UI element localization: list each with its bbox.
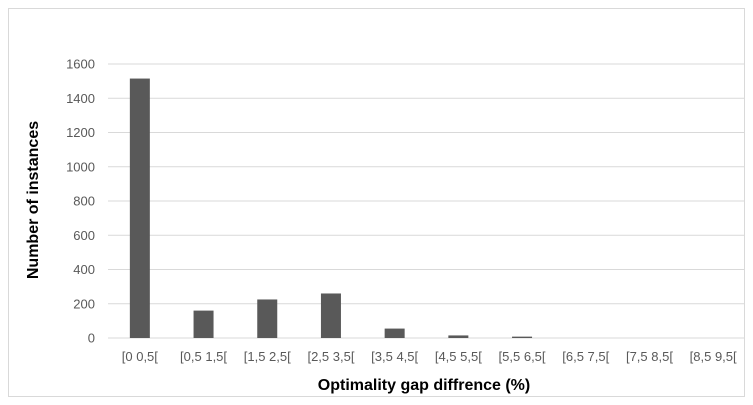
y-axis-ticks: 0 200 400 600 800 1000 1200 1400 1600 <box>66 57 95 346</box>
y-tick-label: 0 <box>88 331 95 346</box>
x-tick-label: [7,5 8,5[ <box>626 349 673 364</box>
bar <box>384 328 405 338</box>
bar <box>320 293 341 338</box>
x-tick-label: [0 0,5[ <box>122 349 159 364</box>
bar <box>448 335 469 338</box>
x-tick-label: [4,5 5,5[ <box>435 349 482 364</box>
y-tick-label: 200 <box>73 296 95 311</box>
x-tick-label: [5,5 6,5[ <box>499 349 546 364</box>
x-tick-label: [2,5 3,5[ <box>307 349 354 364</box>
bar <box>129 78 150 339</box>
x-tick-label: [8,5 9,5[ <box>690 349 737 364</box>
x-tick-label: [1,5 2,5[ <box>244 349 291 364</box>
y-tick-label: 800 <box>73 194 95 209</box>
y-tick-label: 1200 <box>66 125 95 140</box>
x-tick-label: [3,5 4,5[ <box>371 349 418 364</box>
gridlines <box>108 63 745 339</box>
y-axis-title: Number of instances <box>25 121 42 279</box>
bar <box>512 336 533 338</box>
y-tick-label: 400 <box>73 262 95 277</box>
x-axis-ticks: [0 0,5[ [0,5 1,5[ [1,5 2,5[ [2,5 3,5[ [3,5 4… <box>122 349 737 364</box>
x-tick-label: [6,5 7,5[ <box>562 349 609 364</box>
y-tick-label: 600 <box>73 228 95 243</box>
bar <box>257 299 278 338</box>
y-tick-label: 1600 <box>66 57 95 72</box>
y-tick-label: 1400 <box>66 91 95 106</box>
bars <box>129 78 533 339</box>
x-axis-title: Optimality gap diffrence (%) <box>318 377 530 394</box>
bar <box>193 310 214 338</box>
y-tick-label: 1000 <box>66 159 95 174</box>
x-tick-label: [0,5 1,5[ <box>180 349 227 364</box>
